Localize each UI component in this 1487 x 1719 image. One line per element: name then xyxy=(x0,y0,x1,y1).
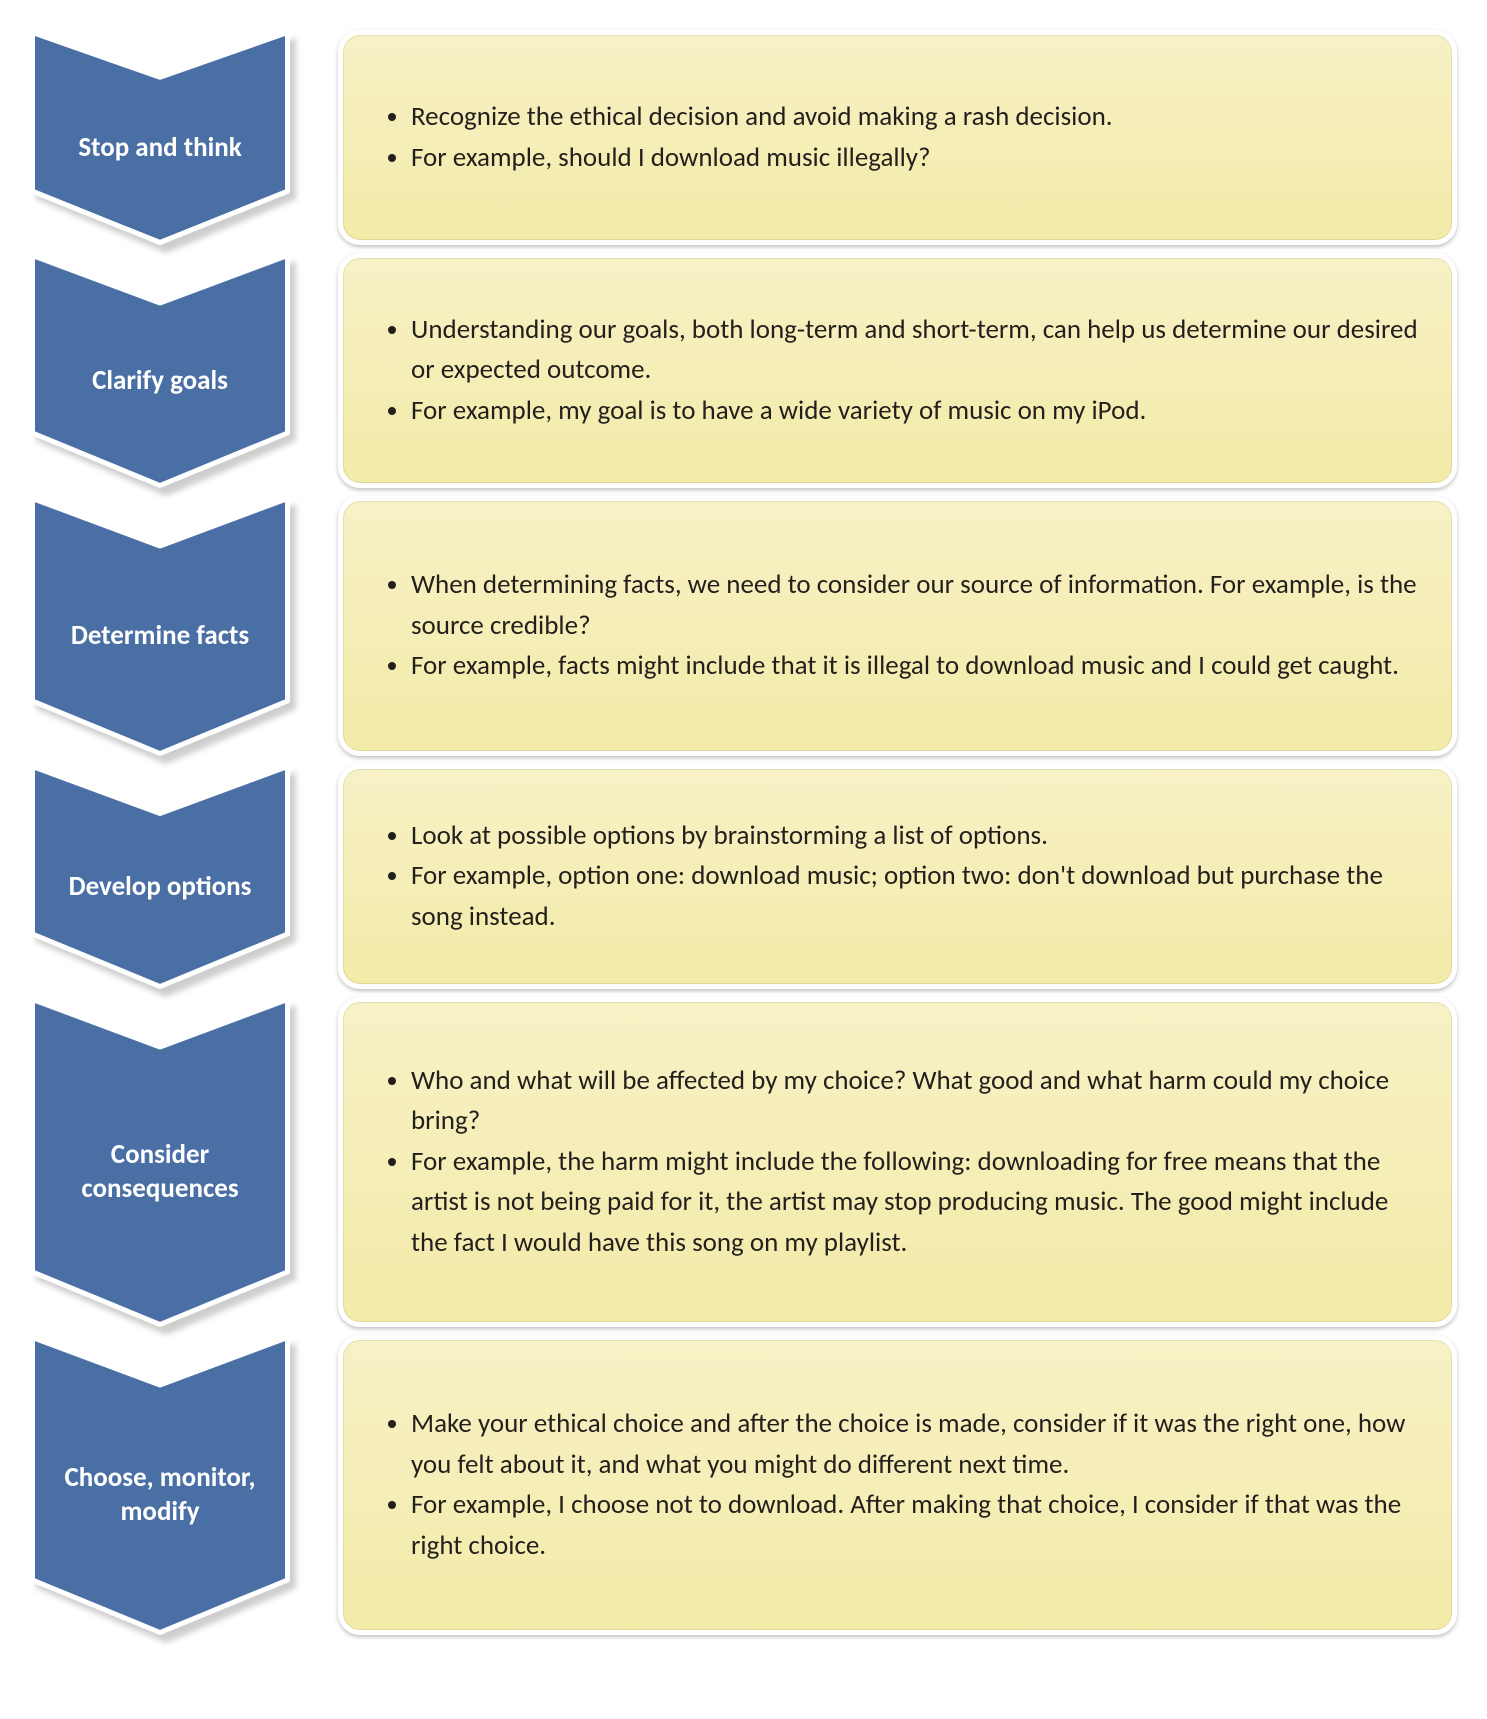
bullet-item: For example, I choose not to download. A… xyxy=(411,1485,1418,1566)
chevron-clarify-goals: Clarify goals xyxy=(30,253,290,488)
content-box-consider-consequences: Who and what will be affected by my choi… xyxy=(338,997,1457,1327)
bullet-list: Look at possible options by brainstormin… xyxy=(387,816,1418,938)
content-box-stop-think: Recognize the ethical decision and avoid… xyxy=(338,30,1457,245)
chevron-label: Choose, monitor, modify xyxy=(30,1335,290,1635)
content-box-determine-facts: When determining facts, we need to consi… xyxy=(338,496,1457,756)
content-box-develop-options: Look at possible options by brainstormin… xyxy=(338,764,1457,989)
step-row-choose-monitor-modify: Choose, monitor, modify Make your ethical… xyxy=(30,1335,1457,1635)
chevron-stop-think: Stop and think xyxy=(30,30,290,245)
bullet-list: Who and what will be affected by my choi… xyxy=(387,1061,1418,1264)
bullet-item: For example, the harm might include the … xyxy=(411,1142,1418,1264)
bullet-list: Understanding our goals, both long-term … xyxy=(387,310,1418,432)
bullet-item: For example, facts might include that it… xyxy=(411,646,1418,687)
bullet-item: For example, should I download music ill… xyxy=(411,138,1113,179)
bullet-item: For example, my goal is to have a wide v… xyxy=(411,391,1418,432)
chevron-label: Develop options xyxy=(30,764,290,989)
chevron-label: Consider consequences xyxy=(30,997,290,1327)
chevron-develop-options: Develop options xyxy=(30,764,290,989)
chevron-label: Clarify goals xyxy=(30,253,290,488)
bullet-item: When determining facts, we need to consi… xyxy=(411,565,1418,646)
content-box-clarify-goals: Understanding our goals, both long-term … xyxy=(338,253,1457,488)
chevron-choose-monitor-modify: Choose, monitor, modify xyxy=(30,1335,290,1635)
bullet-list: Recognize the ethical decision and avoid… xyxy=(387,97,1113,178)
bullet-item: For example, option one: download music;… xyxy=(411,856,1418,937)
chevron-determine-facts: Determine facts xyxy=(30,496,290,756)
chevron-label: Stop and think xyxy=(30,30,290,245)
step-row-stop-think: Stop and think Recognize the ethical deci… xyxy=(30,30,1457,245)
content-box-choose-monitor-modify: Make your ethical choice and after the c… xyxy=(338,1335,1457,1635)
chevron-label: Determine facts xyxy=(30,496,290,756)
bullet-item: Understanding our goals, both long-term … xyxy=(411,310,1418,391)
bullet-item: Recognize the ethical decision and avoid… xyxy=(411,97,1113,138)
chevron-consider-consequences: Consider consequences xyxy=(30,997,290,1327)
bullet-list: Make your ethical choice and after the c… xyxy=(387,1404,1418,1566)
step-row-develop-options: Develop options Look at possible options … xyxy=(30,764,1457,989)
bullet-item: Look at possible options by brainstormin… xyxy=(411,816,1418,857)
step-row-determine-facts: Determine facts When determining facts, w… xyxy=(30,496,1457,756)
bullet-item: Make your ethical choice and after the c… xyxy=(411,1404,1418,1485)
ethical-decision-flowchart: Stop and think Recognize the ethical deci… xyxy=(30,30,1457,1635)
bullet-list: When determining facts, we need to consi… xyxy=(387,565,1418,687)
bullet-item: Who and what will be affected by my choi… xyxy=(411,1061,1418,1142)
step-row-clarify-goals: Clarify goals Understanding our goals, bo… xyxy=(30,253,1457,488)
step-row-consider-consequences: Consider consequences Who and what will b… xyxy=(30,997,1457,1327)
